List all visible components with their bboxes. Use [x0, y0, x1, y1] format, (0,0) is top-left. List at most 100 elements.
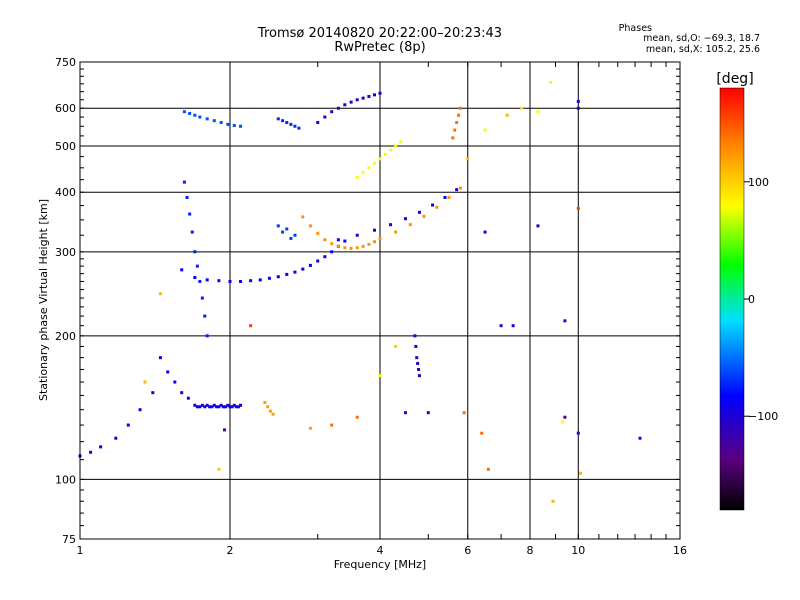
trace-series — [182, 180, 209, 338]
data-point — [323, 255, 327, 259]
data-point — [417, 367, 421, 371]
data-point — [219, 121, 223, 125]
data-point — [343, 246, 347, 250]
data-point — [230, 405, 234, 409]
data-point — [200, 403, 204, 407]
data-point — [267, 276, 271, 280]
data-point — [447, 195, 451, 199]
trace-series — [576, 99, 580, 110]
data-point — [343, 239, 347, 243]
data-point — [316, 121, 320, 125]
data-point — [417, 374, 421, 378]
data-point — [336, 106, 340, 110]
data-point — [200, 296, 204, 300]
data-point — [188, 212, 192, 216]
data-point — [239, 279, 243, 283]
data-point — [330, 242, 334, 246]
data-point — [228, 279, 232, 283]
data-point — [308, 263, 312, 267]
data-point — [458, 106, 462, 110]
data-point — [143, 380, 147, 384]
trace-series — [336, 188, 459, 242]
data-point — [223, 428, 227, 432]
plot-grid — [80, 62, 680, 539]
data-point — [417, 210, 421, 214]
trace-series — [413, 334, 421, 378]
data-point — [457, 113, 461, 117]
data-point — [394, 230, 398, 234]
data-point — [289, 122, 293, 126]
data-point — [239, 124, 243, 128]
data-point — [638, 436, 642, 440]
data-point — [232, 123, 236, 127]
trace-series — [158, 356, 190, 400]
data-point — [232, 403, 236, 407]
data-point — [285, 227, 289, 231]
data-point — [268, 409, 272, 413]
data-point — [399, 140, 403, 144]
data-point — [198, 279, 202, 283]
data-point — [226, 122, 230, 126]
x-axis: 1 2 4 6 8 10 16 — [77, 62, 687, 557]
data-point — [414, 344, 418, 348]
colorbar: [deg] 100 0 −100 — [716, 71, 778, 511]
data-point — [576, 106, 580, 110]
data-point — [276, 224, 280, 228]
trace-series — [180, 239, 347, 283]
data-point — [316, 259, 320, 263]
trace-series — [193, 403, 243, 409]
data-point — [330, 110, 334, 114]
data-point — [378, 91, 382, 95]
data-point — [383, 152, 387, 156]
data-point — [403, 411, 407, 415]
data-point — [416, 361, 420, 365]
trace-series — [301, 186, 462, 250]
data-point — [203, 314, 207, 318]
data-point — [511, 324, 515, 328]
data-point — [355, 246, 359, 250]
data-point — [193, 276, 197, 280]
data-point — [355, 175, 359, 179]
chart-title: Tromsø 20140820 20:22:00–20:23:43 — [257, 26, 503, 41]
data-point — [458, 186, 462, 190]
trace-series — [276, 117, 301, 130]
data-point — [236, 405, 240, 409]
data-point — [336, 238, 340, 242]
data-point — [316, 231, 320, 235]
data-point — [289, 236, 293, 240]
data-point — [426, 411, 430, 415]
phases-line-o: mean, sd,O: −69.3, 18.7 — [643, 33, 760, 44]
data-point — [89, 450, 93, 454]
x-tick-label: 4 — [377, 544, 384, 557]
data-point — [249, 279, 253, 283]
y-tick-label: 100 — [55, 473, 76, 486]
data-point — [323, 115, 327, 119]
colorbar-label: [deg] — [716, 71, 753, 87]
data-point — [195, 405, 199, 409]
data-point — [378, 157, 382, 161]
data-point — [343, 103, 347, 107]
data-point — [483, 128, 487, 132]
data-point — [281, 119, 285, 123]
data-point — [349, 100, 353, 104]
y-tick-label: 200 — [55, 330, 76, 343]
data-point — [166, 370, 170, 374]
x-tick-label: 10 — [571, 544, 585, 557]
x-tick-label: 2 — [227, 544, 234, 557]
y-tick-label: 500 — [55, 140, 76, 153]
y-tick-label: 400 — [55, 186, 76, 199]
data-point — [355, 415, 359, 419]
data-point — [276, 117, 280, 121]
data-marks — [78, 80, 642, 503]
data-point — [182, 180, 186, 184]
data-point — [373, 240, 377, 244]
data-point — [297, 126, 301, 130]
data-point — [378, 236, 382, 240]
data-point — [563, 319, 567, 323]
data-point — [349, 246, 353, 250]
data-point — [367, 166, 371, 170]
data-point — [431, 203, 435, 207]
y-tick-label: 750 — [55, 56, 76, 69]
data-point — [173, 380, 177, 384]
data-point — [361, 170, 365, 174]
